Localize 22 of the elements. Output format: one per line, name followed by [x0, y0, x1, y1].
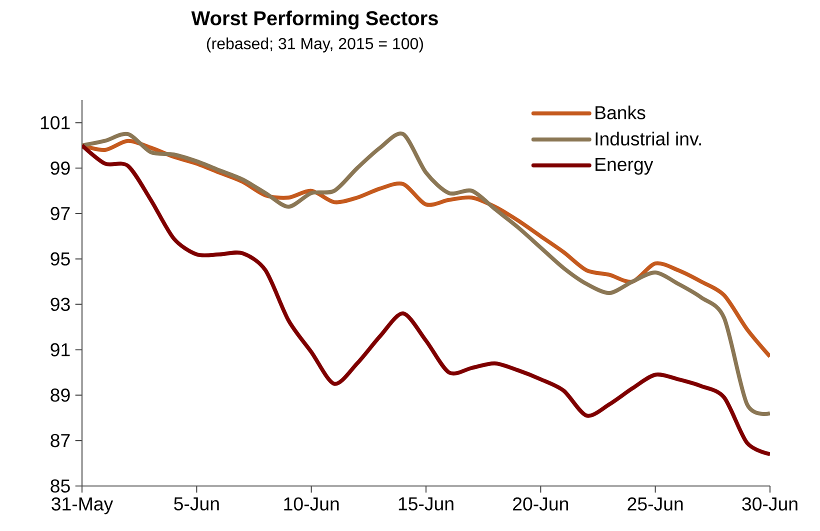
chart-title: Worst Performing Sectors: [191, 10, 438, 30]
x-tick-label: 20-Jun: [513, 497, 568, 511]
line-series: [82, 132, 770, 416]
x-tick-label: 15-Jun: [398, 497, 454, 510]
y-tick-label: 87: [50, 434, 70, 448]
y-tick-label: 99: [50, 161, 70, 175]
chart-subtitle: (rebased; 31 May, 2015 = 100): [206, 38, 423, 52]
legend-label: Energy: [596, 158, 654, 175]
x-tick-label: 31-May: [52, 497, 114, 514]
legend-label: Banks: [596, 106, 646, 120]
legend-label: Industrial inv.: [596, 132, 701, 146]
x-tick-label: 5-Jun: [174, 497, 219, 510]
y-tick-label: 91: [50, 343, 70, 356]
x-tick-label: 10-Jun: [284, 497, 339, 511]
y-tick-label: 101: [40, 116, 70, 130]
y-tick-label: 93: [50, 298, 70, 311]
x-tick-label: 25-Jun: [628, 497, 683, 511]
y-tick-label: 95: [50, 252, 70, 266]
x-tick-label: 30-Jun: [742, 497, 798, 511]
y-tick-label: 85: [50, 479, 70, 493]
y-tick-label: 97: [50, 206, 70, 220]
y-tick-label: 89: [50, 388, 70, 402]
